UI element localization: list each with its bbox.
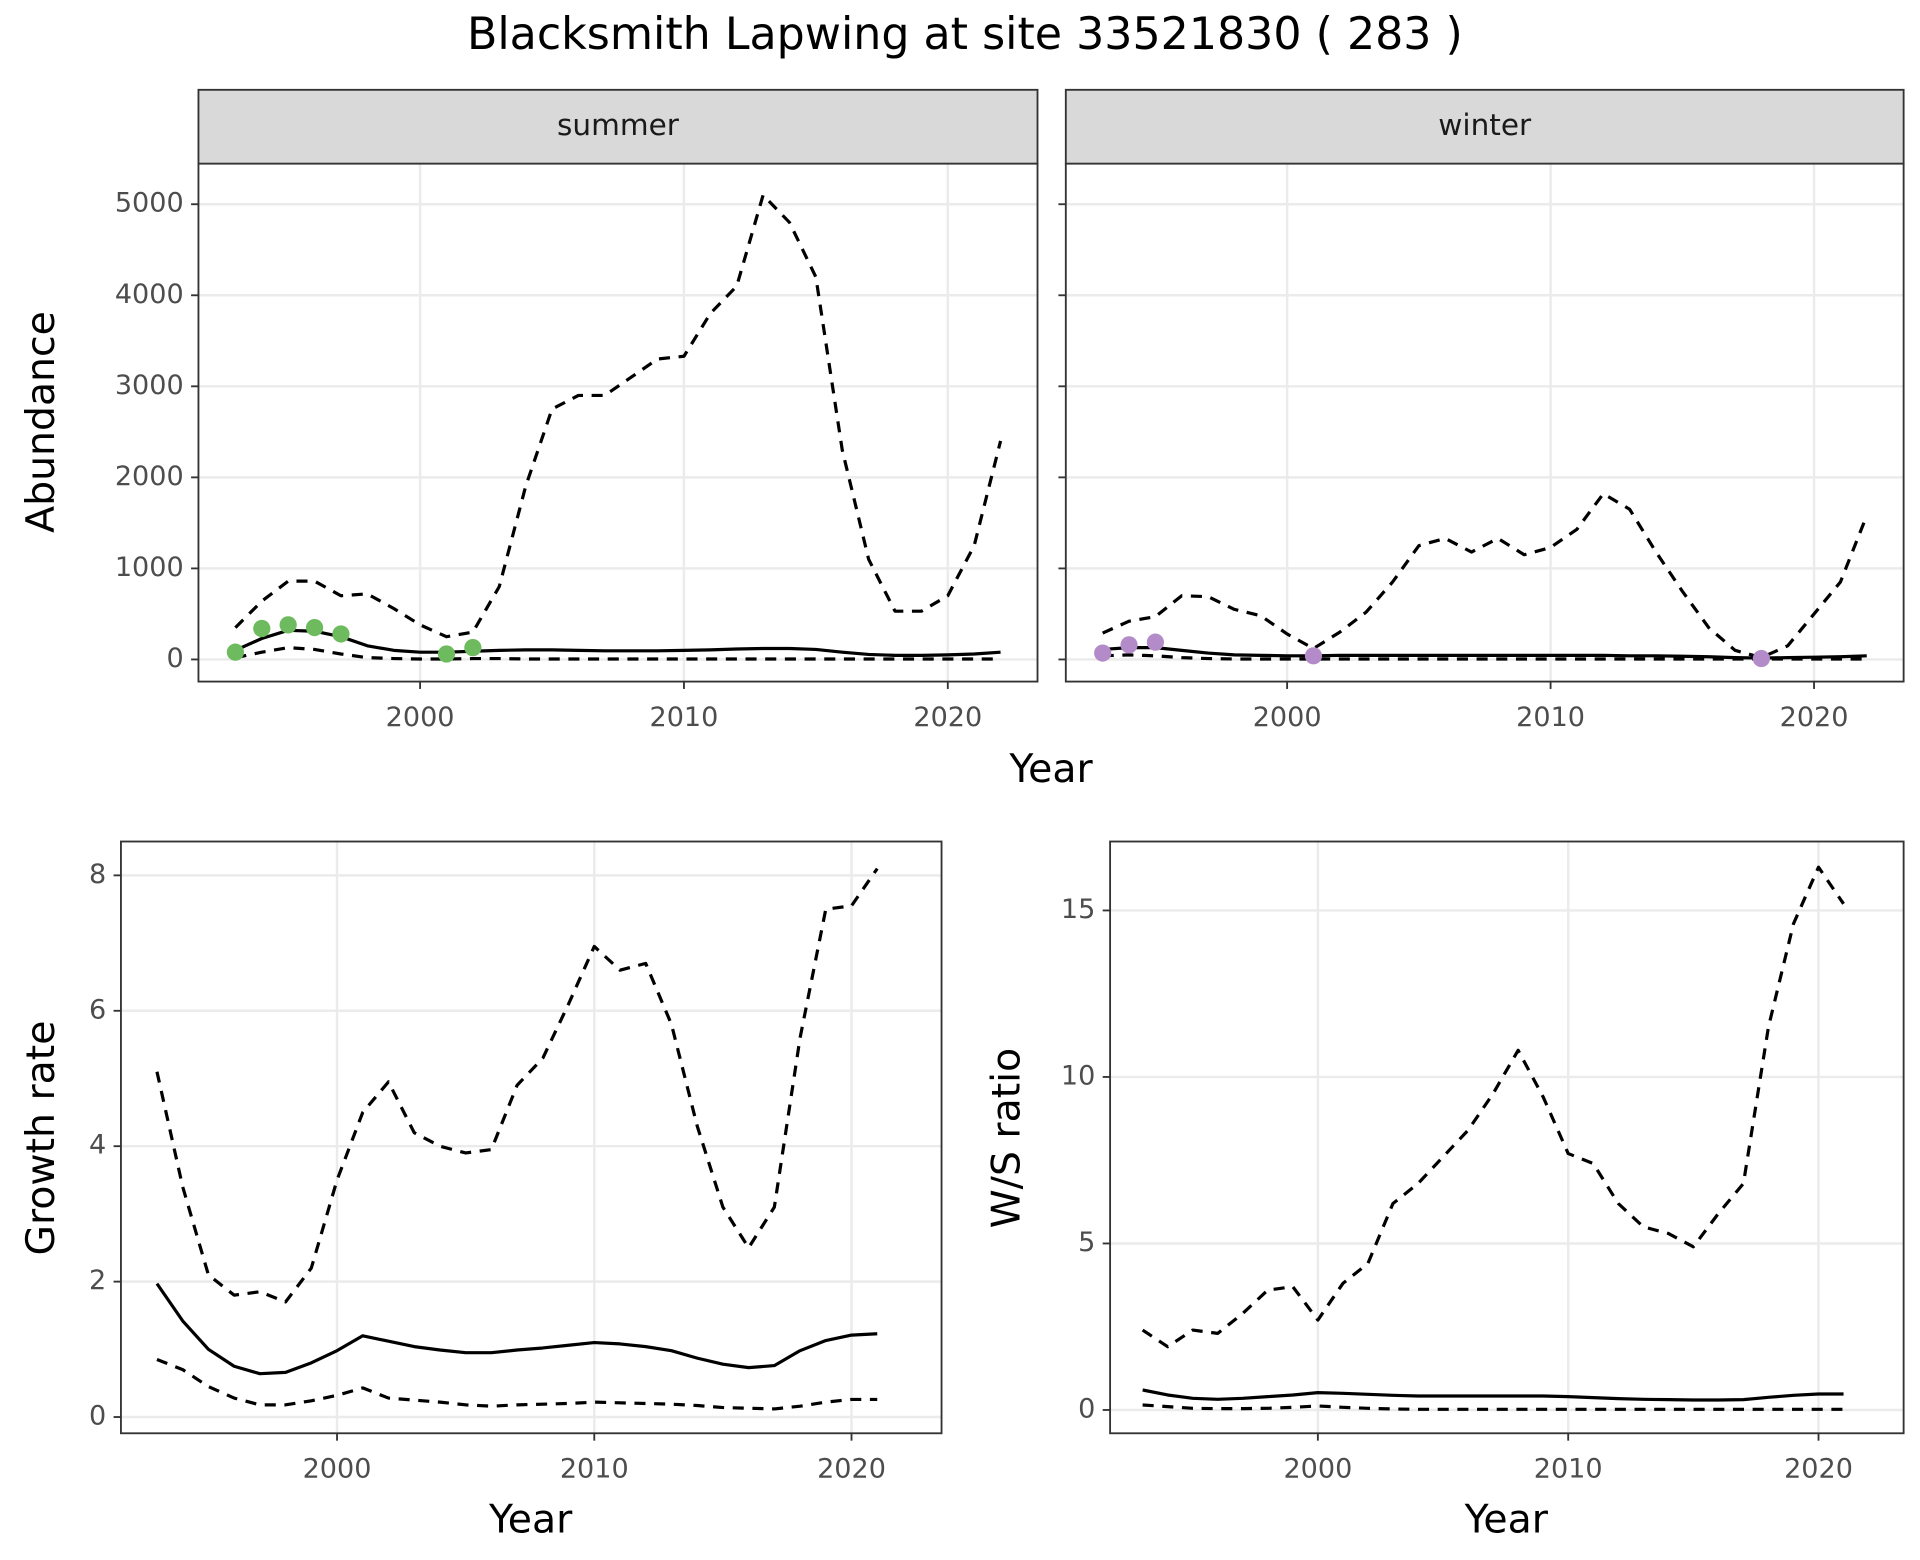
- y-tick-label: 0: [166, 643, 183, 674]
- bound-line: [156, 1357, 878, 1411]
- y-tick-label: 4: [89, 1130, 106, 1161]
- panel-border: [120, 840, 943, 1435]
- observed-point: [464, 639, 482, 657]
- x-tick-label: 2010: [560, 1454, 629, 1485]
- y-tick-label: 0: [89, 1401, 106, 1432]
- observed-point: [1120, 636, 1138, 654]
- mean-line: [1142, 1388, 1844, 1402]
- observed-point: [226, 643, 245, 661]
- y-tick-label: 2000: [115, 461, 184, 492]
- y-tick-label: 3000: [115, 370, 184, 401]
- y-axis-label: Abundance: [18, 311, 64, 533]
- y-tick-label: 10: [1061, 1060, 1095, 1091]
- observed-point: [332, 625, 350, 643]
- panel-background: [198, 163, 1038, 682]
- bound-line: [235, 646, 1001, 661]
- x-tick-label: 2010: [650, 702, 719, 733]
- strip: [1064, 88, 1905, 165]
- x-axis-label: Year: [488, 1496, 573, 1542]
- observed-point: [1752, 649, 1770, 668]
- x-tick-label: 2000: [386, 702, 455, 733]
- y-tick-label: 5: [1078, 1227, 1095, 1258]
- mean-line: [234, 628, 1001, 657]
- y-tick-label: 6: [89, 994, 106, 1025]
- x-tick-label: 2020: [1784, 1454, 1853, 1485]
- strip: [197, 88, 1039, 165]
- x-axis-label: Year: [1464, 1496, 1549, 1542]
- panel-background: [120, 841, 942, 1434]
- panel-border: [1109, 840, 1905, 1435]
- figure-title: Blacksmith Lapwing at site 33521830 ( 28…: [467, 9, 1463, 60]
- x-axis-label: Year: [1008, 746, 1093, 792]
- observed-point: [1146, 633, 1164, 651]
- x-tick-label: 2000: [303, 1454, 372, 1485]
- bound-line: [1102, 492, 1869, 660]
- x-tick-label: 2010: [1516, 702, 1585, 733]
- bound-line: [155, 867, 879, 1304]
- panel-background: [1110, 841, 1904, 1434]
- observed-point: [1304, 647, 1323, 665]
- y-axis-label: Growth rate: [18, 1021, 64, 1256]
- bound-line: [234, 193, 1003, 639]
- y-tick-label: 2: [89, 1265, 106, 1296]
- observed-point: [437, 645, 456, 663]
- mean-line: [155, 1282, 878, 1376]
- x-tick-label: 2020: [817, 1454, 886, 1485]
- observed-point: [253, 619, 271, 638]
- x-tick-label: 2000: [1253, 702, 1322, 733]
- x-tick-label: 2020: [913, 702, 982, 733]
- y-tick-label: 5000: [115, 188, 184, 219]
- x-tick-label: 2020: [1780, 702, 1849, 733]
- y-tick-label: 0: [1078, 1393, 1095, 1424]
- observed-point: [305, 618, 324, 637]
- x-tick-label: 2000: [1283, 1454, 1352, 1485]
- y-axis-label: W/S ratio: [984, 1048, 1030, 1228]
- y-tick-label: 15: [1061, 894, 1095, 925]
- bound-line: [1102, 653, 1867, 661]
- observed-point: [1094, 644, 1112, 662]
- y-tick-label: 8: [89, 859, 106, 890]
- y-tick-label: 1000: [115, 552, 184, 583]
- strip-label: winter: [1438, 108, 1532, 142]
- strip-label: summer: [557, 108, 680, 142]
- observed-point: [279, 616, 297, 634]
- panel-background: [1065, 163, 1904, 682]
- bound-line: [1141, 865, 1845, 1349]
- y-tick-label: 4000: [115, 279, 184, 310]
- x-tick-label: 2010: [1534, 1454, 1603, 1485]
